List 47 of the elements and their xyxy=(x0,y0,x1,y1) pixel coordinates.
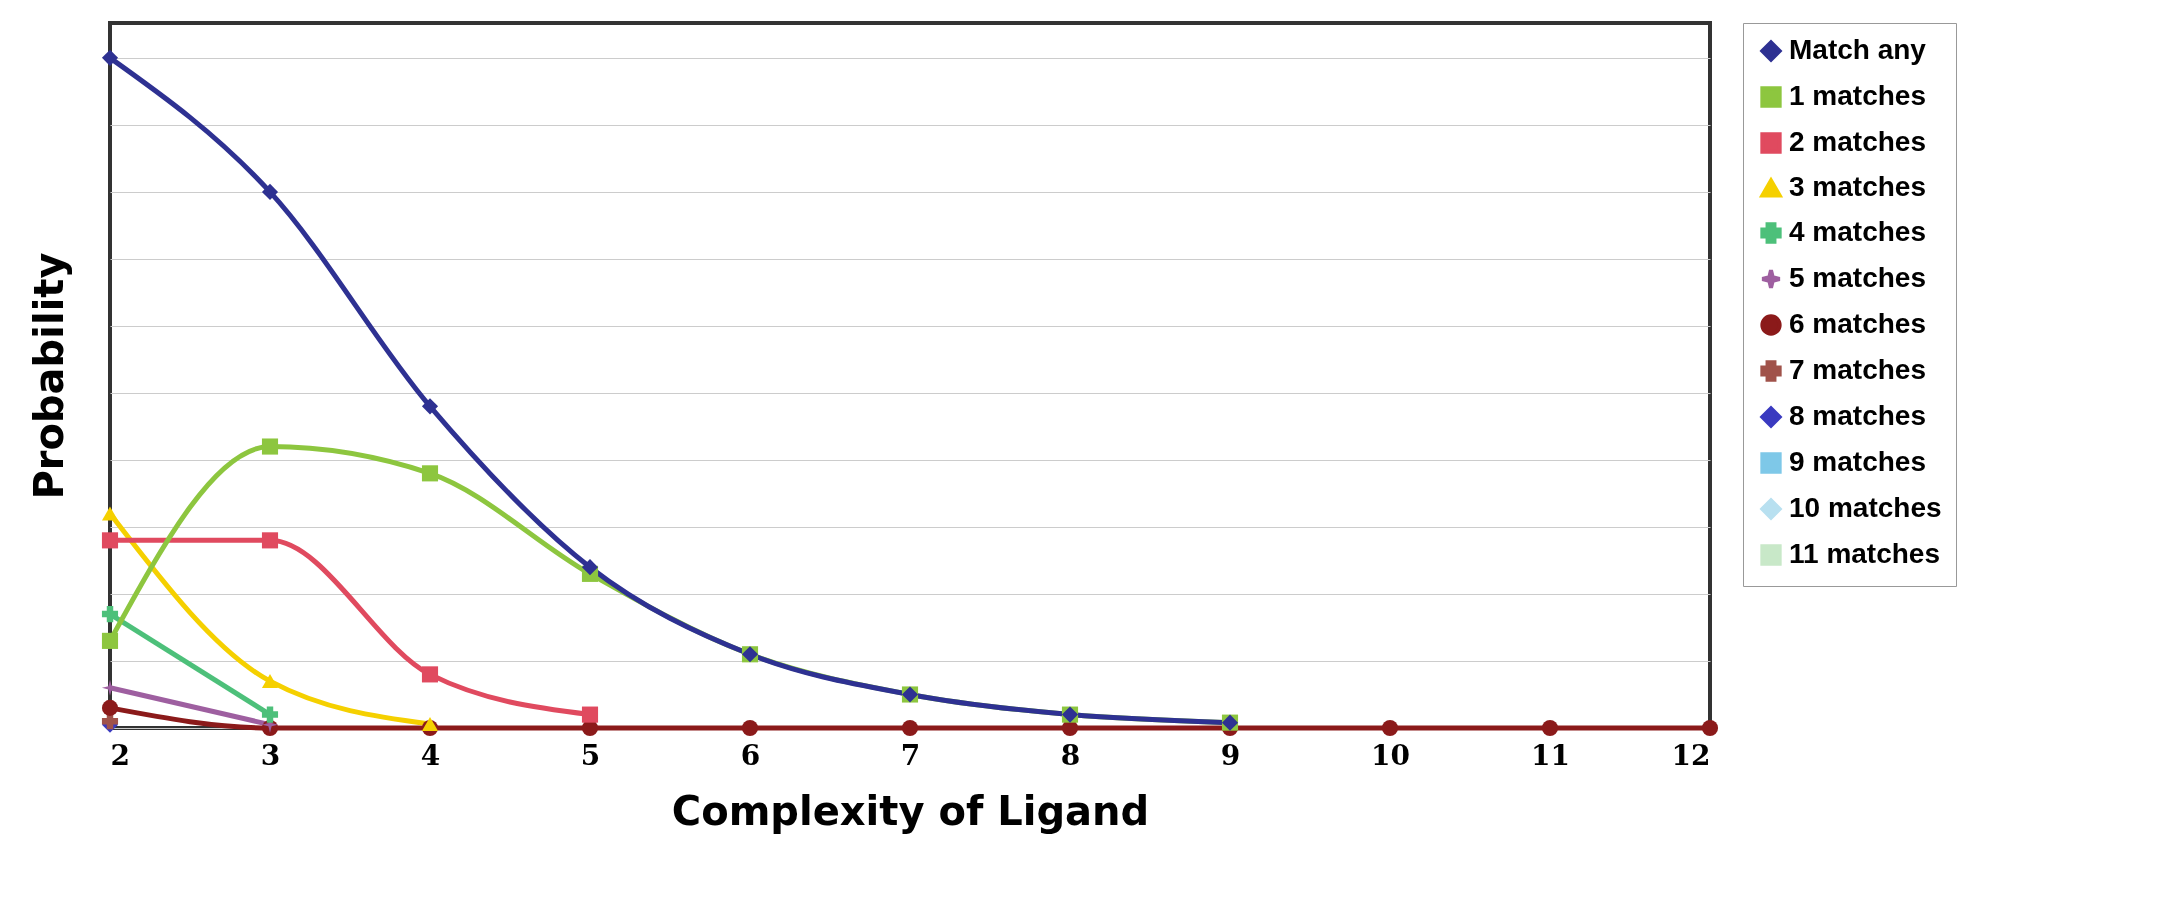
x-tick-label: 3 xyxy=(260,738,281,772)
legend-label: 10 matches xyxy=(1789,492,1942,523)
point xyxy=(261,438,279,455)
x-tick-label: 2 xyxy=(110,738,130,772)
point xyxy=(421,398,439,415)
point xyxy=(101,606,119,623)
point xyxy=(101,532,119,549)
point xyxy=(421,465,439,482)
point xyxy=(1541,719,1559,737)
point xyxy=(261,706,279,723)
legend-label: 3 matches xyxy=(1789,171,1926,202)
legend-label: 2 matches xyxy=(1789,126,1926,157)
legend-label: 5 matches xyxy=(1789,262,1926,293)
point xyxy=(581,559,599,576)
x-axis-title: Complexity of Ligand xyxy=(671,787,1150,834)
x-tick-label: 8 xyxy=(1060,738,1081,772)
x-tick-label: 10 xyxy=(1371,738,1410,772)
y-axis-title: Probability xyxy=(25,252,72,500)
legend-label: 1 matches xyxy=(1789,80,1926,111)
x-tick-label: 11 xyxy=(1531,738,1570,772)
legend-label: 6 matches xyxy=(1789,308,1926,339)
legend-label: 9 matches xyxy=(1789,446,1926,477)
x-tick-label: 12 xyxy=(1671,738,1711,772)
x-tick-label: 6 xyxy=(740,738,761,772)
point xyxy=(1381,719,1399,737)
point xyxy=(421,666,439,683)
point xyxy=(741,719,759,737)
legend-label: 7 matches xyxy=(1789,354,1926,385)
point xyxy=(421,717,439,731)
x-tick-label: 7 xyxy=(900,738,921,772)
legend-label: 8 matches xyxy=(1789,400,1926,431)
x-tick-label: 4 xyxy=(420,738,441,772)
point xyxy=(101,49,119,66)
point xyxy=(101,632,119,649)
point xyxy=(101,506,119,521)
point xyxy=(261,532,279,549)
point xyxy=(901,719,919,737)
point xyxy=(261,183,279,200)
legend-label: 4 matches xyxy=(1789,216,1926,247)
x-tick-label: 9 xyxy=(1220,738,1241,772)
legend-label: Match any xyxy=(1789,34,1927,65)
point xyxy=(101,699,119,716)
x-tick-label: 5 xyxy=(580,738,601,772)
point xyxy=(261,674,279,689)
legend-label: 11 matches xyxy=(1789,538,1940,569)
point xyxy=(581,706,599,723)
point xyxy=(1701,719,1719,737)
